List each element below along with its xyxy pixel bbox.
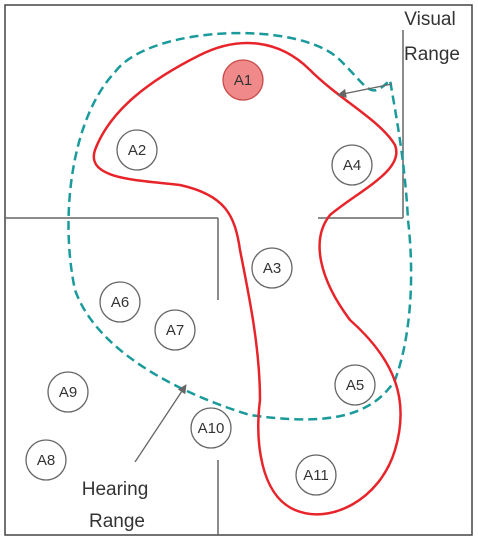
hearing-boundary — [67, 31, 413, 421]
agent-label: A1 — [234, 72, 252, 89]
agent-label: A6 — [111, 294, 129, 311]
frame — [4, 4, 473, 536]
agent-node — [154, 309, 196, 351]
visual-arrow — [337, 83, 393, 98]
hearing-label: Range — [89, 511, 145, 532]
agent-label: A9 — [59, 384, 77, 401]
agent-node — [334, 364, 376, 406]
agent-node — [190, 407, 232, 449]
agent-label: A10 — [198, 420, 225, 437]
agent-label: A3 — [263, 260, 281, 277]
agent-label: A11 — [303, 467, 329, 484]
agent-node — [47, 371, 89, 413]
hearing-arrow — [134, 384, 187, 463]
visual-boundary — [92, 41, 402, 516]
agent-label: A2 — [128, 142, 146, 159]
agent-label: A7 — [166, 322, 184, 339]
visual-label: Range — [404, 44, 460, 65]
agent-node — [222, 59, 264, 101]
agent-node — [25, 439, 67, 481]
agent-node — [251, 247, 293, 289]
agent-label: A8 — [37, 452, 55, 469]
agent-label: A4 — [343, 157, 361, 174]
agents: A1 A2 A4 A3 A6 A7 A9 A5 A10 A8 A11 — [25, 59, 376, 496]
agent-node — [295, 454, 337, 496]
visual-label: Visual — [404, 9, 455, 30]
agent-label: A5 — [346, 377, 364, 394]
walls — [5, 30, 404, 535]
agent-node — [116, 129, 158, 171]
agent-node — [99, 281, 141, 323]
hearing-label: Hearing — [82, 479, 149, 500]
agent-node — [331, 144, 373, 186]
